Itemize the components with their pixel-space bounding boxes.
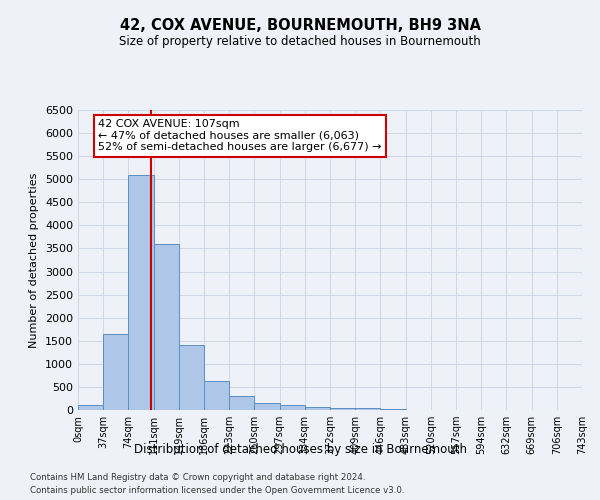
Bar (154, 244, 179, 410)
Bar (305, 407, 330, 410)
Bar (330, 408, 355, 410)
Bar (380, 409, 406, 410)
Bar (179, 346, 204, 410)
Text: Size of property relative to detached houses in Bournemouth: Size of property relative to detached ho… (119, 35, 481, 48)
Y-axis label: Number of detached properties: Number of detached properties (29, 172, 40, 348)
Text: Contains public sector information licensed under the Open Government Licence v3: Contains public sector information licen… (30, 486, 404, 495)
Bar (103, 334, 128, 410)
Text: 42 COX AVENUE: 107sqm
← 47% of detached houses are smaller (6,063)
52% of semi-d: 42 COX AVENUE: 107sqm ← 47% of detached … (98, 119, 382, 152)
Bar (229, 396, 254, 410)
Bar (280, 406, 305, 410)
Text: Distribution of detached houses by size in Bournemouth: Distribution of detached houses by size … (133, 442, 467, 456)
Bar (204, 382, 229, 410)
Bar (254, 403, 280, 410)
Bar (78, 406, 103, 410)
Text: 42, COX AVENUE, BOURNEMOUTH, BH9 3NA: 42, COX AVENUE, BOURNEMOUTH, BH9 3NA (119, 18, 481, 32)
Bar (355, 408, 380, 410)
Bar (128, 174, 154, 410)
Text: Contains HM Land Registry data © Crown copyright and database right 2024.: Contains HM Land Registry data © Crown c… (30, 472, 365, 482)
